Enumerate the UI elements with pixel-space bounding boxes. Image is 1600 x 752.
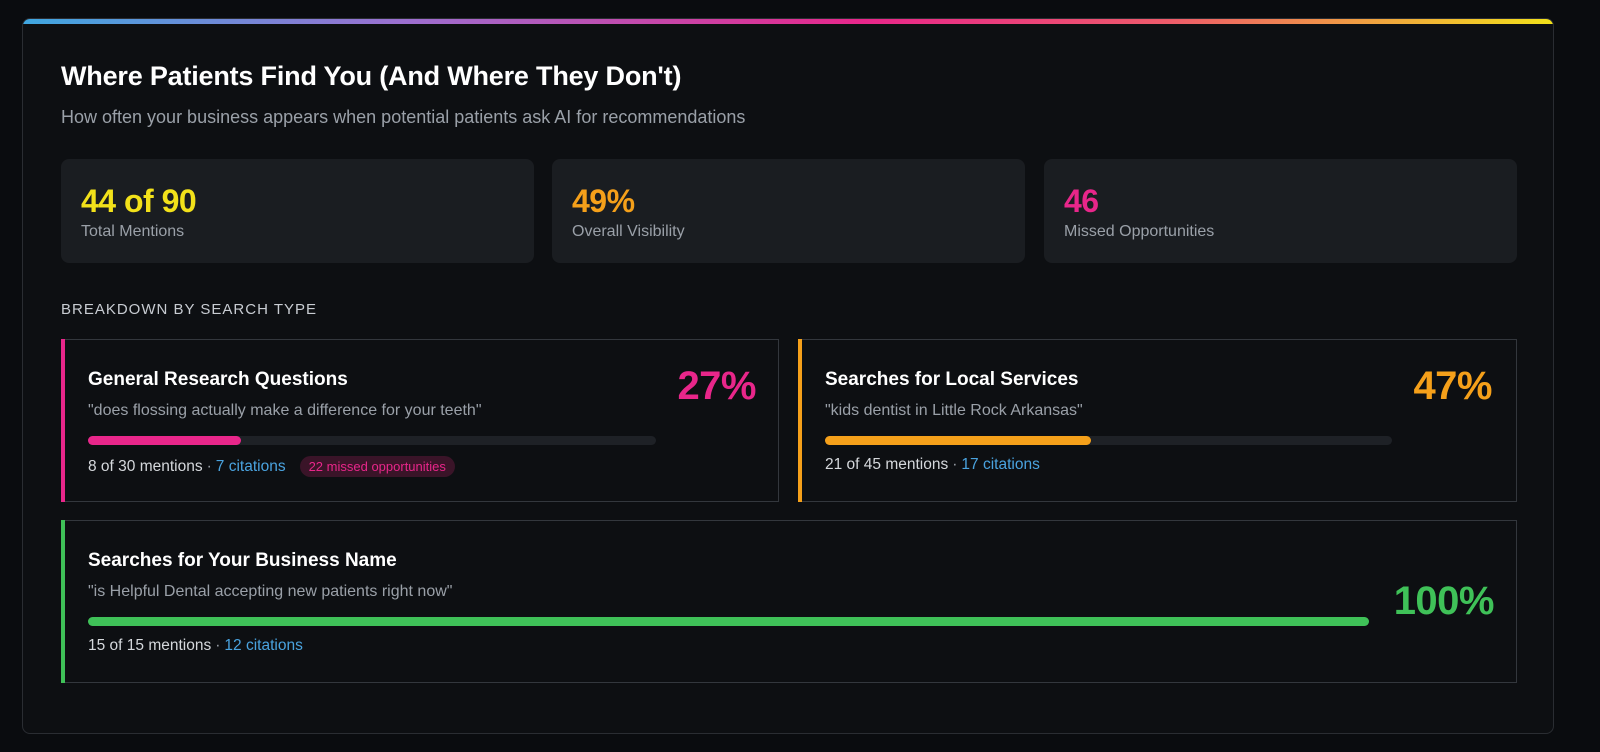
stat-card-overall-visibility: 49% Overall Visibility (552, 159, 1025, 263)
card-percent: 27% (677, 364, 756, 408)
stat-card-missed-opportunities: 46 Missed Opportunities (1044, 159, 1517, 263)
stat-value: 44 of 90 (81, 183, 197, 219)
card-meta: 15 of 15 mentions · 12 citations (88, 637, 303, 655)
stat-label: Overall Visibility (572, 223, 685, 240)
page-title: Where Patients Find You (And Where They … (61, 61, 682, 91)
card-accent-bar (798, 339, 802, 502)
card-query: "is Helpful Dental accepting new patient… (88, 583, 453, 600)
card-accent-bar (61, 339, 65, 502)
card-percent: 47% (1413, 364, 1492, 408)
separator: · (952, 456, 958, 473)
card-percent: 100% (1393, 579, 1495, 623)
progress-track (825, 436, 1392, 445)
mentions-count: 21 of 45 mentions (825, 456, 949, 473)
mentions-count: 15 of 15 mentions (88, 637, 212, 654)
separator: · (206, 457, 212, 475)
mentions-count: 8 of 30 mentions (88, 457, 203, 475)
stat-card-total-mentions: 44 of 90 Total Mentions (61, 159, 534, 263)
progress-fill (88, 436, 242, 445)
citations-link[interactable]: 7 citations (215, 457, 286, 475)
progress-track (88, 617, 1369, 626)
citations-link[interactable]: 12 citations (224, 637, 303, 654)
stat-label: Missed Opportunities (1064, 223, 1215, 240)
card-title: Searches for Local Services (825, 369, 1079, 390)
stat-value: 49% (572, 183, 635, 219)
card-meta: 21 of 45 mentions · 17 citations (825, 456, 1040, 474)
section-heading: BREAKDOWN BY SEARCH TYPE (61, 301, 318, 318)
visibility-panel: Where Patients Find You (And Where They … (22, 18, 1554, 734)
card-general-research: General Research Questions "does flossin… (61, 339, 779, 502)
card-query: "does flossing actually make a differenc… (88, 402, 482, 419)
citations-link[interactable]: 17 citations (961, 456, 1040, 473)
missed-opportunities-badge: 22 missed opportunities (299, 456, 455, 477)
card-title: Searches for Your Business Name (88, 550, 397, 571)
progress-fill (825, 436, 1092, 445)
progress-track (88, 436, 656, 445)
gradient-accent-bar (23, 19, 1553, 24)
card-title: General Research Questions (88, 369, 348, 390)
page-subtitle: How often your business appears when pot… (61, 107, 746, 127)
card-meta: 8 of 30 mentions · 7 citations 22 missed… (88, 456, 455, 477)
card-business-name: Searches for Your Business Name "is Help… (61, 520, 1517, 683)
card-accent-bar (61, 520, 65, 683)
progress-fill (88, 617, 1369, 626)
separator: · (215, 637, 221, 654)
stat-label: Total Mentions (81, 223, 185, 240)
stat-value: 46 (1064, 183, 1099, 219)
card-query: "kids dentist in Little Rock Arkansas" (825, 402, 1083, 419)
card-local-services: Searches for Local Services "kids dentis… (798, 339, 1517, 502)
